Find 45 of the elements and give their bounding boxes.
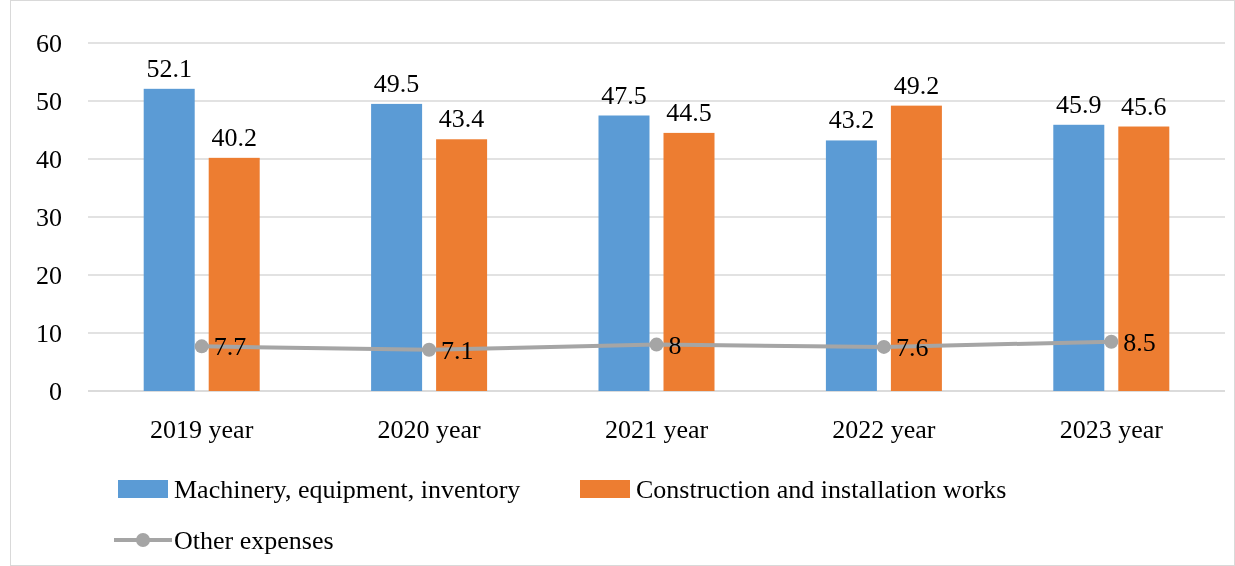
bar <box>143 88 195 391</box>
data-label: 7.1 <box>441 335 474 365</box>
data-label: 49.2 <box>893 70 940 100</box>
data-label: 8 <box>668 330 682 360</box>
bar <box>890 105 942 391</box>
y-tick-label: 30 <box>36 203 62 232</box>
bar <box>598 115 650 391</box>
bar <box>371 103 423 391</box>
x-tick-label: 2020 year <box>377 415 482 444</box>
point <box>422 342 437 357</box>
data-label: 52.1 <box>146 53 192 83</box>
x-tick-label: 2019 year <box>150 415 254 444</box>
y-tick-label: 20 <box>36 261 62 290</box>
legend-label: Construction and installation works <box>636 475 1007 504</box>
data-label: 44.5 <box>666 97 712 127</box>
point <box>1104 334 1119 349</box>
data-label: 40.2 <box>211 122 257 152</box>
bar <box>436 139 488 391</box>
legend-label: Machinery, equipment, inventory <box>174 475 521 504</box>
data-label: 43.2 <box>828 105 875 135</box>
point <box>649 337 664 352</box>
bar <box>825 140 877 391</box>
point <box>876 339 891 354</box>
bar <box>1053 124 1105 391</box>
y-tick-label: 10 <box>36 319 62 348</box>
data-label: 45.6 <box>1121 91 1167 121</box>
legend-label: Other expenses <box>174 526 334 555</box>
data-label: 8.5 <box>1123 327 1156 357</box>
data-label: 45.9 <box>1056 89 1102 119</box>
data-label: 49.5 <box>373 68 420 98</box>
x-tick-label: 2023 year <box>1059 415 1164 444</box>
y-tick-label: 50 <box>36 87 62 116</box>
y-tick-label: 60 <box>36 29 62 58</box>
data-label: 7.7 <box>213 332 247 362</box>
bar <box>663 132 715 391</box>
data-label: 47.5 <box>601 80 647 110</box>
data-label: 43.4 <box>438 104 485 134</box>
x-tick-label: 2022 year <box>832 415 936 444</box>
point <box>194 339 209 354</box>
bar <box>1118 126 1170 391</box>
data-label: 7.6 <box>895 332 929 362</box>
y-tick-label: 0 <box>49 377 62 406</box>
x-tick-label: 2021 year <box>604 415 709 444</box>
bar <box>208 157 260 391</box>
y-tick-label: 40 <box>36 145 62 174</box>
